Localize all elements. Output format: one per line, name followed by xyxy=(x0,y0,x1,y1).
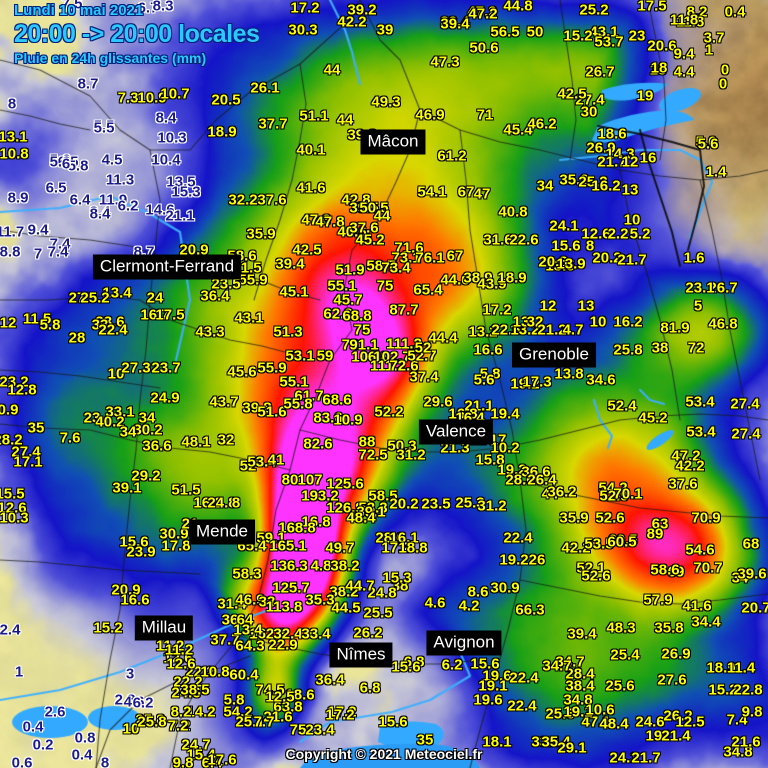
city-label-grenoble[interactable]: Grenoble xyxy=(512,342,596,368)
city-label-m-con[interactable]: Mâcon xyxy=(360,129,426,155)
city-label-n-mes[interactable]: Nîmes xyxy=(329,642,393,668)
city-label-valence[interactable]: Valence xyxy=(418,419,494,445)
city-label-millau[interactable]: Millau xyxy=(134,615,194,641)
city-label-mende[interactable]: Mende xyxy=(189,519,255,545)
city-label-avignon[interactable]: Avignon xyxy=(426,630,502,656)
city-label-clermont-ferrand[interactable]: Clermont-Ferrand xyxy=(92,254,242,280)
